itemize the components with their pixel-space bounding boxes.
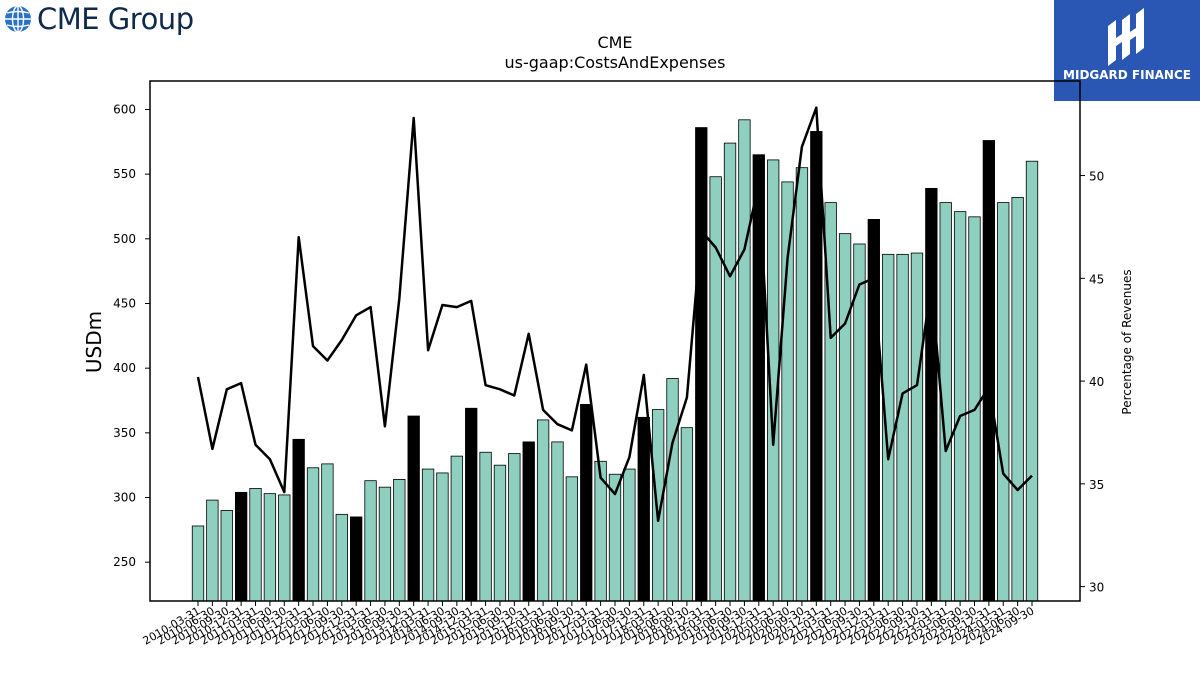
y-tick-label: 600 [113, 102, 136, 116]
y-tick-label: 500 [113, 232, 136, 246]
brand-name: CME Group [37, 2, 194, 36]
bar [292, 438, 305, 602]
y-tick-label: 400 [113, 361, 136, 375]
bar [508, 453, 521, 602]
bar [781, 181, 794, 602]
bar [810, 131, 823, 602]
y-tick-label: 450 [113, 296, 136, 310]
cme-group-logo: CME Group [4, 2, 194, 36]
bar [378, 486, 392, 602]
bar [666, 378, 679, 602]
bar [982, 140, 996, 602]
y2-tick-label: 45 [1089, 272, 1104, 286]
bar [350, 516, 363, 602]
partner-name: MIDGARD FINANCE [1063, 68, 1191, 82]
y2-axis-label: Percentage of Revenues [1120, 269, 1134, 414]
y2-tick-label: 35 [1089, 478, 1104, 492]
bar [551, 441, 564, 602]
series-line-percentage [196, 106, 1033, 523]
bar [393, 479, 406, 602]
bar [421, 468, 435, 602]
bar [465, 407, 478, 602]
y-axis-label: USDm [82, 311, 106, 373]
chart-title: CME [597, 33, 632, 52]
bar [220, 510, 233, 602]
y-tick-label: 550 [113, 167, 136, 181]
bar [321, 463, 334, 602]
bar [249, 488, 262, 602]
y-tick-label: 250 [113, 555, 136, 569]
bar [838, 233, 852, 602]
bar [191, 525, 205, 602]
y2-tick-label: 40 [1089, 375, 1104, 389]
bar [206, 499, 219, 602]
bar [925, 187, 938, 602]
bar [795, 167, 809, 602]
bar [953, 211, 967, 602]
chart-subtitle: us-gaap:CostsAndExpenses [505, 53, 726, 72]
bar [565, 476, 579, 602]
bar [637, 416, 650, 602]
bar [278, 494, 291, 602]
bar [695, 127, 708, 602]
bar [580, 403, 593, 602]
bar [234, 491, 248, 602]
bar [1025, 160, 1039, 602]
bar [910, 252, 924, 602]
y2-tick-label: 30 [1089, 581, 1104, 595]
bar [896, 253, 909, 602]
bar [738, 119, 751, 602]
bar [867, 219, 880, 602]
bar [479, 451, 492, 602]
bar [493, 464, 507, 602]
midgard-mark-icon [1108, 8, 1144, 66]
bar [536, 419, 550, 602]
bar [723, 142, 737, 602]
y-tick-label: 350 [113, 426, 136, 440]
bar [522, 441, 535, 602]
y-tick-label: 300 [113, 491, 136, 505]
midgard-finance-logo: MIDGARD FINANCE [1054, 0, 1200, 101]
bar [997, 202, 1010, 602]
bar [623, 468, 636, 602]
bar [364, 480, 377, 602]
bar [882, 253, 895, 602]
y2-tick-label: 50 [1089, 170, 1104, 184]
bar [680, 427, 694, 602]
bar [709, 176, 722, 602]
plot-area: 25030035040045050055060030354045502010-0… [113, 80, 1104, 648]
cme-globe-icon [5, 5, 31, 33]
bar [1011, 197, 1024, 602]
bar [263, 493, 277, 602]
bar [407, 415, 420, 602]
bar [306, 467, 320, 602]
bar [436, 472, 449, 602]
bar [335, 513, 348, 602]
bar [752, 154, 765, 602]
bar [450, 455, 463, 602]
